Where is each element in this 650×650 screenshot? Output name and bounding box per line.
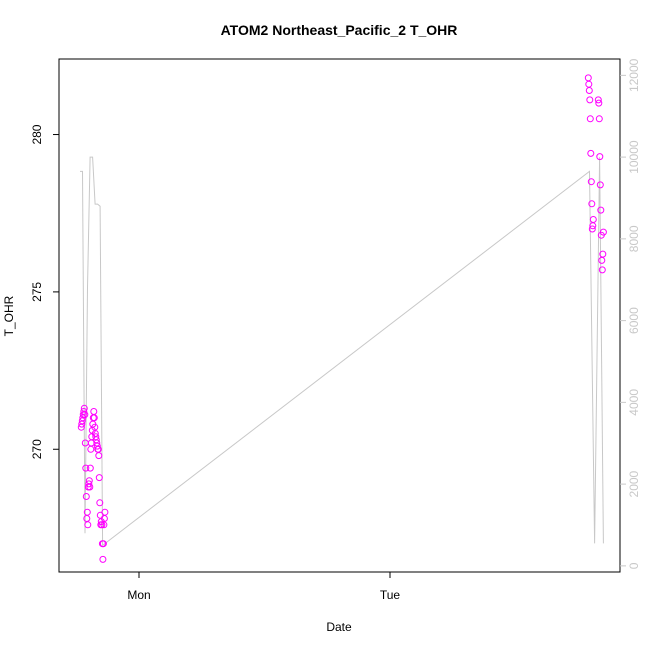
y2-tick-label: 0 [627,562,641,569]
y2-tick-label: 12000 [627,58,641,92]
data-point [596,181,604,189]
series-layer [77,74,607,563]
x-axis-label: Date [326,620,352,634]
data-point [95,474,103,482]
data-point [82,493,90,500]
data-point [85,480,93,488]
data-point [82,464,90,472]
data-point [90,408,98,415]
data-point [99,540,107,548]
plot-area-frame [58,58,621,573]
y-axis-label: T_OHR [2,295,16,336]
chart-title: ATOM2 Northeast_Pacific_2 T_OHR [221,22,458,38]
data-point [599,250,607,258]
data-point [98,521,106,529]
x-tick-label: Mon [127,588,150,602]
data-point [586,96,594,104]
data-point [596,153,604,161]
data-point [585,80,593,88]
y2-tick-label: 4000 [627,389,641,416]
data-point [589,216,597,223]
data-point [587,149,595,157]
data-point [83,508,91,516]
y-tick-label: 275 [30,282,44,302]
data-point [594,96,602,104]
data-point [588,200,596,208]
data-point [96,499,104,507]
data-point [84,521,92,529]
data-point [587,178,595,186]
y-axis-left: 270 275 280 [30,124,59,459]
data-point [80,408,88,415]
y2-tick-label: 2000 [627,470,641,497]
data-point [86,464,94,472]
data-point [585,87,593,94]
data-point [586,115,594,123]
y-tick-label: 270 [30,439,44,459]
data-point [598,266,606,274]
data-point [101,508,109,516]
data-point [81,411,89,419]
data-point [81,439,89,447]
data-point [99,555,107,563]
y-tick-label: 280 [30,124,44,144]
data-point [90,414,98,422]
data-point [95,452,103,460]
data-point [598,256,606,264]
data-point [597,206,605,214]
series-line [80,156,604,547]
data-point [87,445,95,453]
y2-tick-label: 10000 [627,140,641,174]
y2-tick-label: 6000 [627,307,641,334]
y-axis-right: 0 2000 4000 6000 8000 10000 12000 [620,58,641,569]
data-point [599,228,607,236]
data-point [93,442,101,450]
x-axis: Mon Tue [127,572,400,602]
data-point [588,225,596,233]
data-point [595,115,603,123]
data-point [595,99,603,107]
y2-tick-label: 8000 [627,225,641,252]
x-tick-label: Tue [380,588,401,602]
data-point [584,74,592,82]
data-point [86,483,94,491]
